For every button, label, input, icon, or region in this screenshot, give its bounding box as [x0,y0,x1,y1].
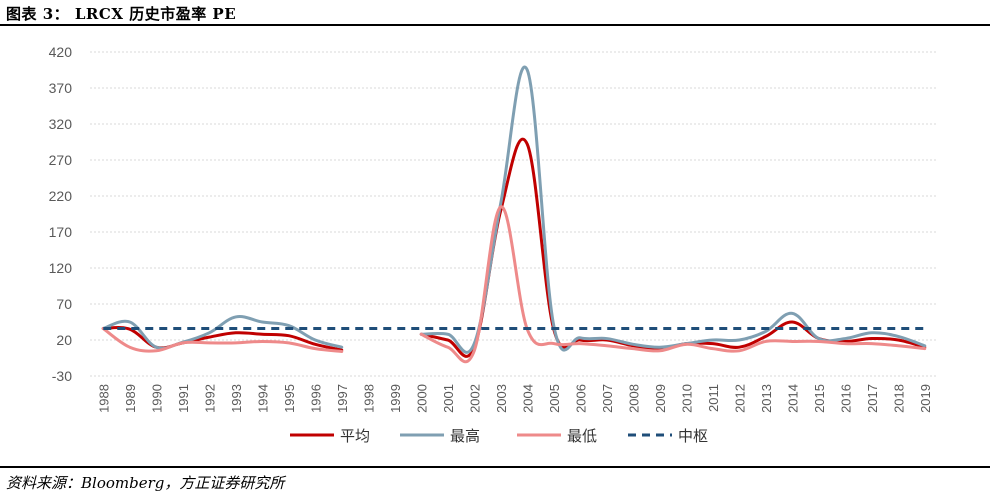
legend: 平均 最高 最低 中枢 [290,427,708,445]
bottom-rule [0,466,990,468]
x-tick-label: 2016 [838,384,853,413]
legend-label: 平均 [340,427,370,445]
x-tick-label: 1997 [335,384,350,413]
series-line-2 [101,326,344,354]
x-tick-label: 1990 [149,384,164,413]
top-rule [0,24,990,26]
series-line-2 [419,205,927,364]
x-tick-label: 1995 [282,384,297,413]
pe-line-chart: -30 20 70 120 170 220 270 320 370 420 1988 1989 199… [49,44,938,445]
figure-title: 图表 3： LRCX 历史市盈率 PE [6,5,237,23]
x-tick-label: 2005 [547,384,562,413]
x-tick-label: 2019 [918,384,933,413]
y-tick-label: 70 [56,296,72,312]
x-tick-label: 1998 [361,384,376,413]
x-tick-label: 1999 [388,384,403,413]
x-tick-label: 2000 [414,384,429,413]
legend-label: 中枢 [678,427,708,445]
x-tick-label: 2001 [441,384,456,413]
x-tick-label: 2017 [865,384,880,413]
y-tick-label: 420 [49,44,73,60]
y-tick-label: 270 [49,152,73,168]
x-tick-label: 1988 [96,384,111,413]
y-tick-label: 170 [49,224,73,240]
series-line-1 [101,315,344,350]
series-line-0 [101,326,344,352]
y-tick-label: 370 [49,80,73,96]
y-tick-label: -30 [52,368,72,384]
legend-label: 最高 [450,427,480,445]
x-tick-label: 2015 [812,384,827,413]
x-tick-label: 2003 [494,384,509,413]
x-tick-label: 1994 [255,384,270,413]
source-note: 资料来源：Bloomberg，方正证券研究所 [6,474,285,492]
x-tick-label: 1996 [308,384,323,413]
x-tick-label: 2009 [653,384,668,413]
x-tick-label: 2014 [785,384,800,413]
x-tick-label: 2018 [891,384,906,413]
y-tick-label: 120 [49,260,73,276]
x-tick-label: 2006 [573,384,588,413]
series-line-1 [419,65,927,354]
x-axis-ticks: 1988 1989 1990 1991 1992 1993 1994 1995 1996 1997… [96,384,933,413]
x-tick-label: 2007 [600,384,615,413]
series-line-0 [419,137,927,358]
x-tick-label: 1989 [123,384,138,413]
x-tick-label: 1993 [229,384,244,413]
x-tick-label: 2004 [520,384,535,413]
x-tick-label: 2008 [626,384,641,413]
x-tick-label: 2010 [679,384,694,413]
legend-label: 最低 [567,427,597,445]
y-axis-ticks: -30 20 70 120 170 220 270 320 370 420 [49,44,73,384]
x-tick-label: 2013 [759,384,774,413]
y-tick-label: 20 [56,332,72,348]
x-tick-label: 2012 [732,384,747,413]
x-tick-label: 1991 [176,384,191,413]
x-tick-label: 2011 [706,384,721,412]
x-tick-label: 1992 [202,384,217,413]
y-tick-label: 220 [49,188,73,204]
series-lines [101,65,927,364]
x-tick-label: 2002 [467,384,482,413]
y-tick-label: 320 [49,116,73,132]
